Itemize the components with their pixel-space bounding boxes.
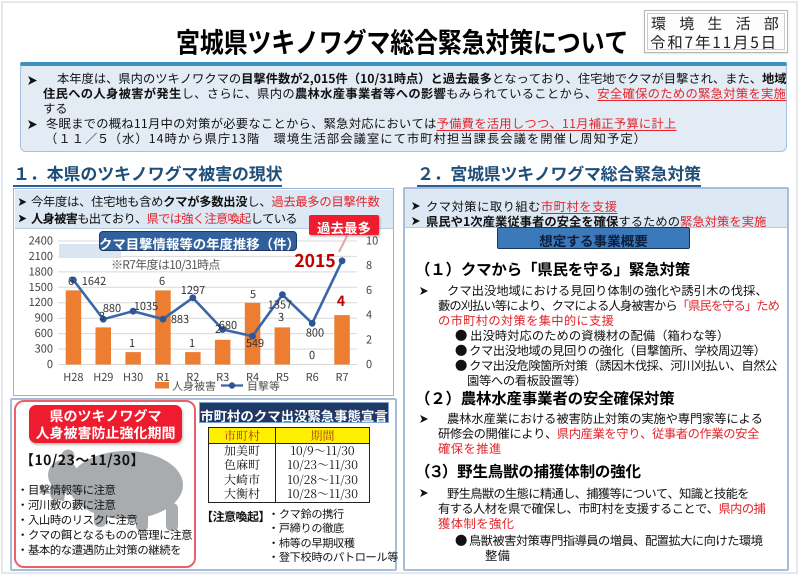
svg-text:4: 4	[366, 307, 372, 323]
svg-text:H29: H29	[93, 369, 113, 385]
svg-text:目撃等: 目撃等	[247, 378, 280, 394]
svg-text:880: 880	[103, 300, 121, 316]
svg-text:6: 6	[159, 273, 165, 289]
svg-text:H30: H30	[123, 369, 143, 385]
svg-text:1200: 1200	[29, 294, 53, 310]
svg-text:549: 549	[246, 335, 264, 351]
svg-text:2100: 2100	[29, 248, 53, 264]
svg-text:R3: R3	[216, 369, 229, 385]
svg-text:0: 0	[47, 356, 53, 372]
svg-text:1: 1	[189, 335, 195, 351]
svg-text:1800: 1800	[29, 263, 53, 279]
svg-text:0: 0	[366, 356, 372, 372]
svg-text:4: 4	[337, 291, 345, 311]
svg-text:8: 8	[366, 257, 372, 273]
svg-text:R7: R7	[336, 369, 349, 385]
svg-text:人身被害: 人身被害	[172, 378, 216, 394]
svg-text:1357: 1357	[268, 297, 292, 313]
svg-text:6: 6	[366, 282, 372, 298]
svg-text:1035: 1035	[134, 298, 158, 314]
svg-text:R5: R5	[276, 369, 289, 385]
svg-text:0: 0	[309, 347, 315, 363]
svg-text:R2: R2	[186, 369, 199, 385]
svg-text:600: 600	[35, 325, 53, 341]
svg-text:1297: 1297	[181, 282, 205, 298]
svg-text:2400: 2400	[29, 233, 53, 249]
svg-text:883: 883	[171, 311, 189, 327]
svg-text:2: 2	[215, 321, 221, 337]
svg-text:5: 5	[250, 286, 256, 302]
svg-text:300: 300	[35, 341, 53, 357]
svg-text:3: 3	[278, 309, 284, 325]
svg-text:1500: 1500	[29, 279, 53, 295]
svg-text:1: 1	[129, 335, 135, 351]
svg-text:900: 900	[35, 310, 53, 326]
svg-text:2: 2	[366, 331, 372, 347]
svg-text:R4: R4	[246, 369, 259, 385]
svg-text:R1: R1	[156, 369, 169, 385]
svg-text:6: 6	[68, 273, 74, 289]
svg-text:H28: H28	[63, 369, 83, 385]
svg-text:2015: 2015	[294, 248, 335, 273]
svg-text:800: 800	[306, 325, 324, 341]
svg-text:680: 680	[219, 317, 237, 333]
svg-text:R6: R6	[306, 369, 319, 385]
svg-text:1642: 1642	[82, 273, 106, 289]
svg-text:10: 10	[366, 233, 378, 249]
svg-text:3: 3	[99, 308, 105, 324]
